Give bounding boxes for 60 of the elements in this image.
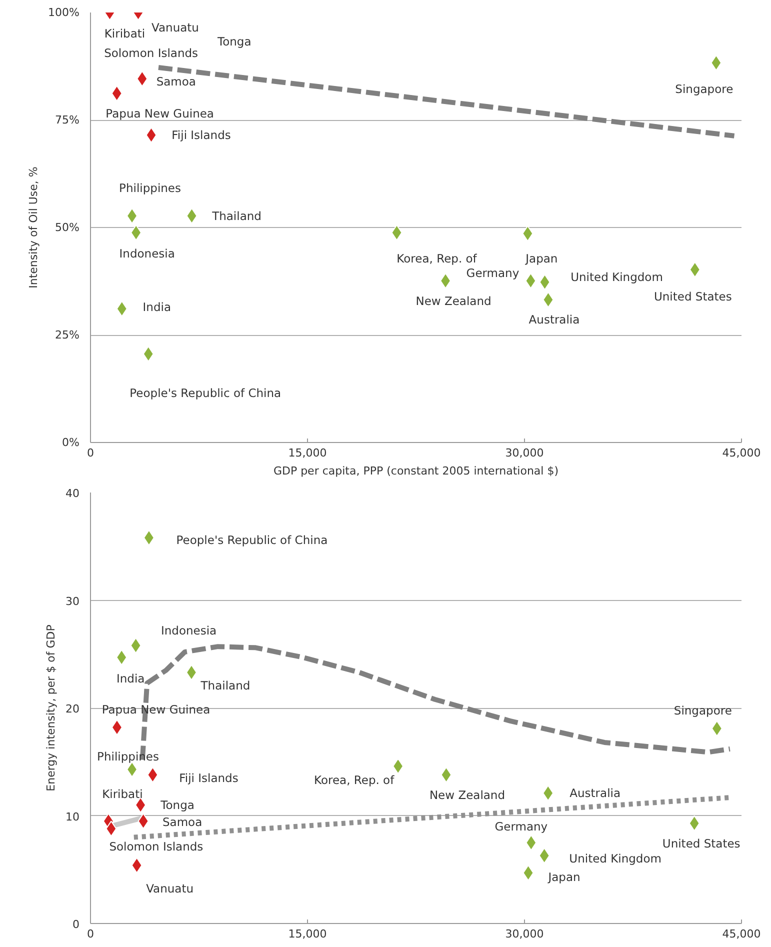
y-tick-label: 20: [66, 702, 80, 716]
annotation: Vanuatu: [146, 881, 194, 896]
y-axis-title: Intensity of Oil Use, %: [27, 166, 40, 288]
annotation: Samoa: [162, 815, 202, 830]
y-tick-label: 30: [66, 594, 80, 608]
y-tick-label: 0%: [62, 436, 80, 449]
y-tick-label: 75%: [55, 114, 80, 126]
annotation: People's Republic of China: [176, 532, 328, 547]
y-axis-title: Energy intensity, per $ of GDP: [44, 624, 58, 792]
annotation: Singapore: [674, 703, 732, 718]
x-tick-label: 0: [87, 446, 94, 460]
annotation: New Zealand: [416, 294, 492, 308]
x-tick-label: 45,000: [722, 928, 761, 940]
y-tick-label: 0: [72, 918, 80, 931]
annotation: United States: [662, 836, 740, 850]
annotation: Indonesia: [160, 624, 217, 638]
annotation: Australia: [570, 786, 621, 800]
annotation: Fiji Islands: [172, 128, 231, 142]
annotation: India: [116, 671, 145, 686]
annotation: United States: [654, 290, 732, 304]
annotation: Indonesia: [119, 246, 175, 261]
annotation: People's Republic of China: [130, 386, 282, 400]
x-axis-title: GDP per capita, PPP (constant 2005 international $): [273, 464, 559, 478]
y-tick-label: 40: [66, 487, 80, 500]
annotation: Papua New Guinea: [102, 702, 210, 716]
x-tick-label: 0: [87, 928, 94, 940]
annotation: Kiribati: [104, 26, 146, 40]
annotation: Thailand: [211, 208, 262, 223]
y-tick-label: 10: [66, 810, 80, 824]
annotation: Tonga: [216, 34, 252, 49]
annotation: United Kingdom: [569, 852, 662, 866]
annotation: Germany: [494, 820, 548, 834]
annotation: Solomon Islands: [109, 840, 204, 854]
x-tick-label: 45,000: [722, 446, 761, 460]
annotation: Singapore: [675, 82, 734, 96]
y-tick-label: 100%: [48, 6, 80, 19]
annotation: India: [142, 300, 172, 314]
annotation: Philippines: [119, 180, 182, 195]
annotation: Japan: [547, 870, 580, 884]
annotation: Fiji Islands: [179, 770, 238, 785]
x-tick-label: 15,000: [288, 446, 327, 460]
annotation: Samoa: [156, 74, 196, 89]
annotation: Vanuatu: [152, 20, 199, 34]
annotation: Papua New Guinea: [106, 106, 214, 120]
annotation: Germany: [466, 266, 520, 280]
annotation: Thailand: [200, 678, 250, 692]
y-tick-label: 50%: [55, 221, 80, 234]
x-tick-label: 30,000: [505, 928, 544, 940]
annotation: United Kingdom: [570, 270, 663, 284]
x-tick-label: 15,000: [288, 928, 327, 940]
x-tick-label: 30,000: [505, 446, 544, 460]
annotation: Kiribati: [102, 787, 143, 802]
annotation: Australia: [528, 312, 580, 327]
annotation: Tonga: [160, 798, 194, 812]
y-tick-label: 25%: [55, 328, 80, 342]
annotation: Solomon Islands: [104, 46, 198, 60]
annotation: New Zealand: [429, 788, 506, 802]
annotation: Korea, Rep. of: [314, 773, 396, 788]
annotation: Korea, Rep. of: [396, 252, 478, 266]
annotation: Japan: [524, 252, 558, 266]
